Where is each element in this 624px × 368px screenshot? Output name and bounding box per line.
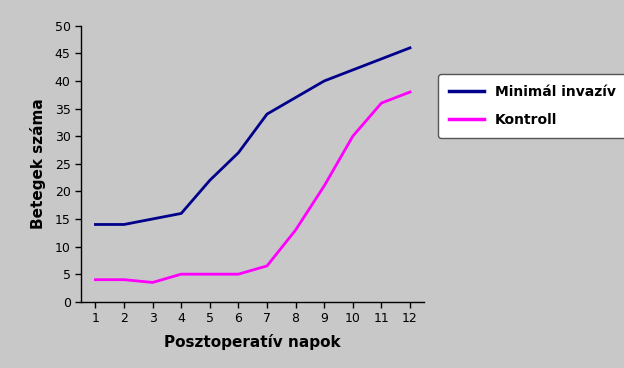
X-axis label: Posztoperatív napok: Posztoperatív napok bbox=[164, 333, 341, 350]
Legend: Minimál invazív, Kontroll: Minimál invazív, Kontroll bbox=[438, 74, 624, 138]
Y-axis label: Betegek száma: Betegek száma bbox=[31, 98, 46, 229]
